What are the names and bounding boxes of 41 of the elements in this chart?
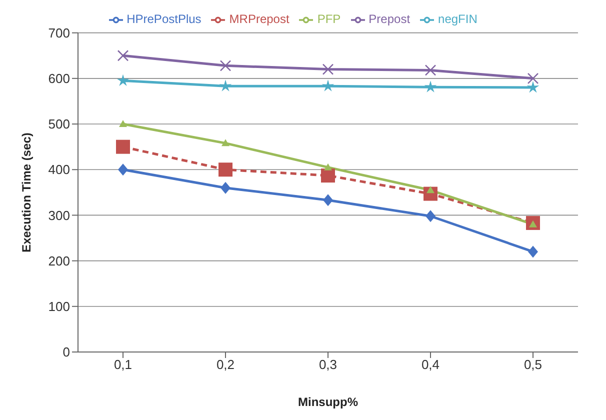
y-tick-label: 500 [48, 116, 70, 132]
point [118, 164, 128, 176]
point [218, 162, 232, 177]
point [424, 64, 436, 76]
point [526, 81, 540, 93]
point [119, 120, 127, 128]
point [117, 50, 129, 62]
y-tick-label: 100 [48, 299, 70, 314]
point [116, 74, 130, 86]
x-tick-label: 0,4 [421, 357, 440, 372]
point [321, 168, 335, 183]
point [527, 72, 539, 84]
y-tick-label: 700 [48, 25, 70, 40]
x-axis-title: Minsupp% [298, 395, 358, 409]
point [219, 80, 232, 92]
point [322, 80, 334, 92]
point [426, 210, 436, 222]
point [222, 139, 230, 146]
y-tick-label: 0 [62, 344, 70, 360]
legend-label: MRPrepost [229, 12, 290, 26]
point [528, 246, 538, 258]
point [220, 182, 230, 194]
legend-label: PFP [317, 12, 341, 26]
legend-label: HPrePostPlus [126, 12, 202, 26]
x-tick-label: 0,3 [318, 357, 338, 372]
y-tick-label: 300 [48, 208, 70, 223]
y-axis-title: Execution Time (sec) [19, 132, 34, 252]
point [424, 80, 437, 92]
y-tick-label: 400 [48, 162, 70, 178]
point [323, 194, 333, 206]
point [322, 64, 334, 75]
y-tick-label: 200 [48, 253, 70, 268]
x-tick-label: 0,1 [114, 357, 132, 372]
point [220, 60, 232, 72]
legend-label: negFIN [438, 12, 478, 26]
y-tick-label: 600 [48, 71, 70, 86]
point [116, 140, 130, 154]
x-tick-label: 0,5 [524, 357, 542, 372]
point [324, 163, 332, 170]
x-tick-label: 0,2 [216, 357, 235, 372]
legend-label: Prepost [368, 12, 410, 26]
